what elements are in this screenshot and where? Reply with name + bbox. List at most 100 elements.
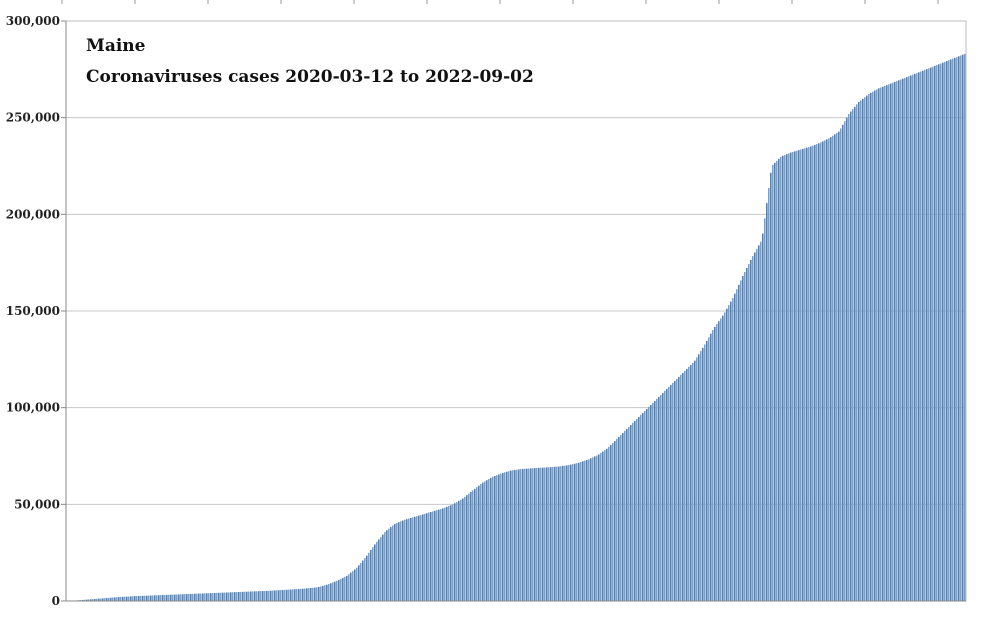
bar [226,592,228,601]
bar [114,597,116,601]
bar [338,579,340,601]
bar [312,587,314,601]
bar [592,457,594,601]
bar [446,506,448,601]
bar [774,162,776,601]
bar [202,593,204,601]
bar [596,455,598,601]
bar [594,456,596,601]
bar [574,463,576,601]
bar [924,69,926,601]
bar [700,351,702,601]
bar [740,280,742,601]
bar [346,575,348,601]
bar [100,598,102,601]
bar [214,592,216,601]
bar [894,81,896,601]
bar [160,595,162,601]
bar [250,591,252,601]
bar [198,593,200,601]
bar [904,77,906,601]
bar [192,593,194,601]
bar [656,398,658,601]
bar [84,599,86,601]
bar [878,88,880,602]
bar [734,293,736,601]
bar [466,495,468,601]
bar [662,392,664,601]
bar [778,158,780,601]
bar [348,574,350,601]
bar [876,89,878,601]
bar [122,596,124,601]
bar [628,426,630,601]
bar [390,527,392,601]
bar [824,140,826,601]
bar [618,436,620,601]
bar [664,390,666,601]
bar [128,596,130,601]
bar [556,466,558,601]
bar [422,514,424,601]
bar [874,90,876,601]
bar [460,499,462,601]
bar [660,394,662,601]
bar [324,585,326,601]
bar [770,172,772,601]
bar [502,472,504,601]
bar [406,519,408,601]
bar [290,589,292,601]
bar [118,597,120,601]
bar [862,98,864,601]
bar [644,410,646,601]
bar [498,474,500,601]
bar [850,111,852,602]
bar [154,595,156,601]
bar [550,467,552,601]
bar [910,75,912,602]
bar [950,59,952,602]
bar [222,592,224,601]
bar [120,596,122,601]
bar [580,462,582,601]
bar [694,360,696,601]
bar [752,256,754,601]
bar [902,78,904,601]
bar [82,599,84,601]
bar [964,53,966,602]
bar [148,595,150,601]
bar [216,592,218,601]
bar [706,340,708,601]
bar [538,467,540,601]
bar [698,354,700,601]
bar [806,147,808,601]
bar [416,516,418,601]
bar [648,406,650,601]
bar [368,552,370,601]
bar [86,599,88,601]
bar [470,492,472,601]
bar [754,252,756,602]
bar [336,580,338,601]
bar [736,289,738,601]
bar [102,598,104,601]
bar [864,97,866,601]
bar [748,264,750,601]
bar [176,594,178,601]
bar [780,156,782,601]
bar [500,473,502,601]
bar [372,547,374,601]
chart-title: Maine [86,36,146,56]
bar [434,510,436,601]
bar [624,430,626,601]
bar [364,558,366,601]
bar [448,506,450,601]
bar [408,518,410,601]
bar [544,467,546,601]
bar [630,424,632,601]
bar [196,593,198,601]
bar [718,321,720,601]
bar [328,584,330,601]
bar [492,476,494,601]
bar [604,450,606,601]
